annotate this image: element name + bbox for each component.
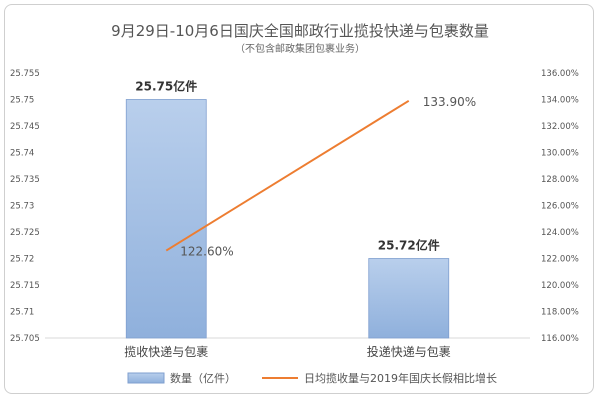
left-tick-label: 25.725 xyxy=(10,228,40,238)
line-value-label: 122.60% xyxy=(180,245,233,259)
left-tick-label: 25.745 xyxy=(10,122,40,132)
growth-line xyxy=(165,99,410,252)
right-tick-label: 126.00% xyxy=(541,202,579,212)
right-tick-label: 136.00% xyxy=(541,69,579,79)
bar-value-label: 25.75亿件 xyxy=(135,79,197,94)
bar xyxy=(125,99,207,339)
left-tick-label: 25.755 xyxy=(10,69,40,79)
left-tick-label: 25.715 xyxy=(10,281,40,291)
right-axis: 116.00% 118.00% 120.00% 122.00% 124.00% 126.0… xyxy=(541,69,579,344)
left-tick-label: 25.72 xyxy=(10,255,34,265)
legend-bar-swatch xyxy=(127,372,165,384)
category-labels: 揽收快递与包裹 投递快递与包裹 xyxy=(124,344,451,359)
left-tick-label: 25.75 xyxy=(10,96,34,106)
right-tick-label: 116.00% xyxy=(541,334,579,344)
left-tick-label: 25.705 xyxy=(10,334,40,344)
right-tick-label: 134.00% xyxy=(541,96,579,106)
left-tick-label: 25.74 xyxy=(10,149,34,159)
right-tick-label: 130.00% xyxy=(541,149,579,159)
chart-frame xyxy=(4,4,594,394)
right-tick-label: 118.00% xyxy=(541,308,579,318)
bar-series: 25.75亿件 25.72亿件 xyxy=(125,79,450,339)
right-tick-label: 124.00% xyxy=(541,228,579,238)
bar xyxy=(368,258,450,339)
bar-value-label: 25.72亿件 xyxy=(378,238,440,253)
chart-subtitle: （不包含邮政集团包裹业务） xyxy=(235,42,365,55)
category-label: 投递快递与包裹 xyxy=(367,344,451,359)
right-tick-label: 122.00% xyxy=(541,255,579,265)
left-tick-label: 25.71 xyxy=(10,308,34,318)
category-label: 揽收快递与包裹 xyxy=(124,344,208,359)
chart-title: 9月29日-10月6日国庆全国邮政行业揽投快递与包裹数量 xyxy=(111,22,489,40)
right-tick-label: 128.00% xyxy=(541,175,579,185)
left-tick-label: 25.73 xyxy=(10,202,34,212)
line-value-label: 133.90% xyxy=(423,95,476,109)
left-axis: 25.705 25.71 25.715 25.72 25.725 25.73 25.735 2… xyxy=(10,69,40,344)
legend: 数量（亿件） 日均揽收量与2019年国庆长假相比增长 xyxy=(127,371,497,385)
left-tick-label: 25.735 xyxy=(10,175,40,185)
right-tick-label: 120.00% xyxy=(541,281,579,291)
line-series: 122.60% 133.90% xyxy=(165,95,476,259)
legend-line-label: 日均揽收量与2019年国庆长假相比增长 xyxy=(304,371,497,385)
legend-bar-label: 数量（亿件） xyxy=(170,372,236,385)
right-tick-label: 132.00% xyxy=(541,122,579,132)
